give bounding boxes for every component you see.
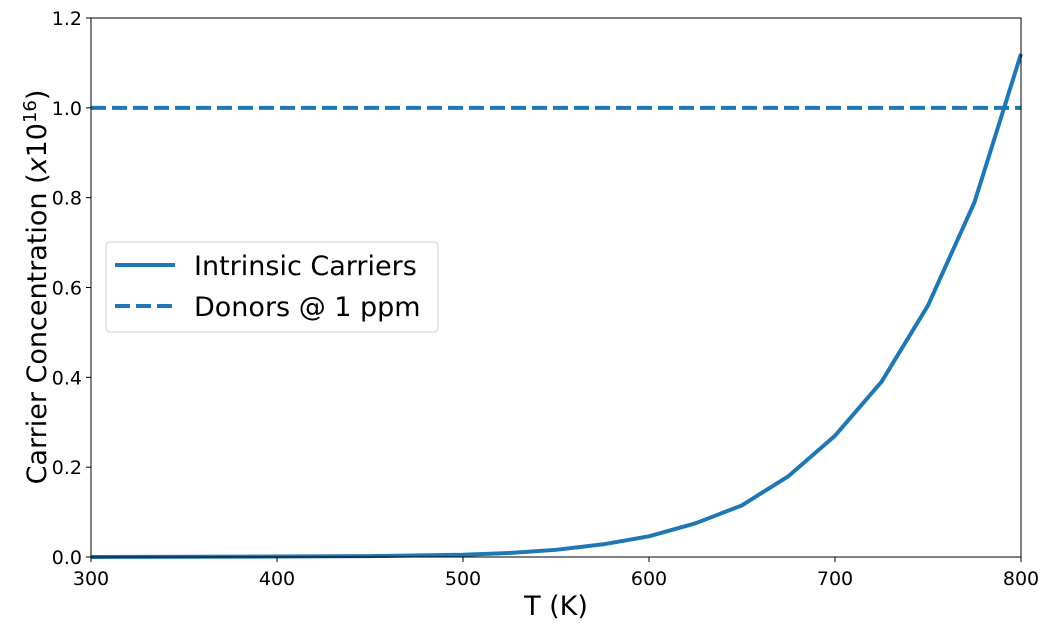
x-tick-label: 800	[1003, 568, 1039, 590]
y-tick-label: 0.2	[52, 457, 82, 479]
x-axis: 300 400 500 600 700 800	[73, 557, 1039, 590]
y-axis: 0.0 0.2 0.4 0.6 0.8 1.0 1.2	[52, 8, 91, 569]
x-tick-label: 300	[73, 568, 109, 590]
y-axis-title-exponent: 16	[20, 100, 41, 123]
y-axis-title-italic: x	[22, 156, 53, 174]
y-tick-label: 1.2	[52, 8, 82, 30]
x-tick-label: 400	[259, 568, 295, 590]
legend-frame	[105, 241, 439, 333]
y-tick-label: 1.0	[52, 98, 82, 120]
x-tick-label: 500	[445, 568, 481, 590]
series-intrinsic-carriers	[90, 53, 1023, 559]
legend-label-donors: Donors @ 1 ppm	[194, 292, 421, 323]
y-tick-label: 0.8	[52, 188, 82, 210]
plot-area	[90, 53, 1023, 559]
legend: Intrinsic Carriers Donors @ 1 ppm	[105, 241, 439, 333]
y-axis-title-base: 10	[22, 123, 53, 157]
y-axis-title: Carrier Concentration (x1016)	[20, 90, 54, 485]
y-tick-label: 0.4	[52, 367, 82, 389]
x-tick-label: 600	[631, 568, 667, 590]
legend-label-intrinsic-carriers: Intrinsic Carriers	[194, 251, 417, 282]
x-tick-label: 700	[817, 568, 853, 590]
y-tick-label: 0.6	[52, 278, 82, 300]
x-axis-title: T (K)	[523, 591, 588, 622]
y-axis-title-suffix: )	[22, 90, 53, 101]
y-axis-title-prefix: Carrier Concentration (	[22, 173, 53, 484]
y-tick-label: 0.0	[52, 547, 82, 569]
